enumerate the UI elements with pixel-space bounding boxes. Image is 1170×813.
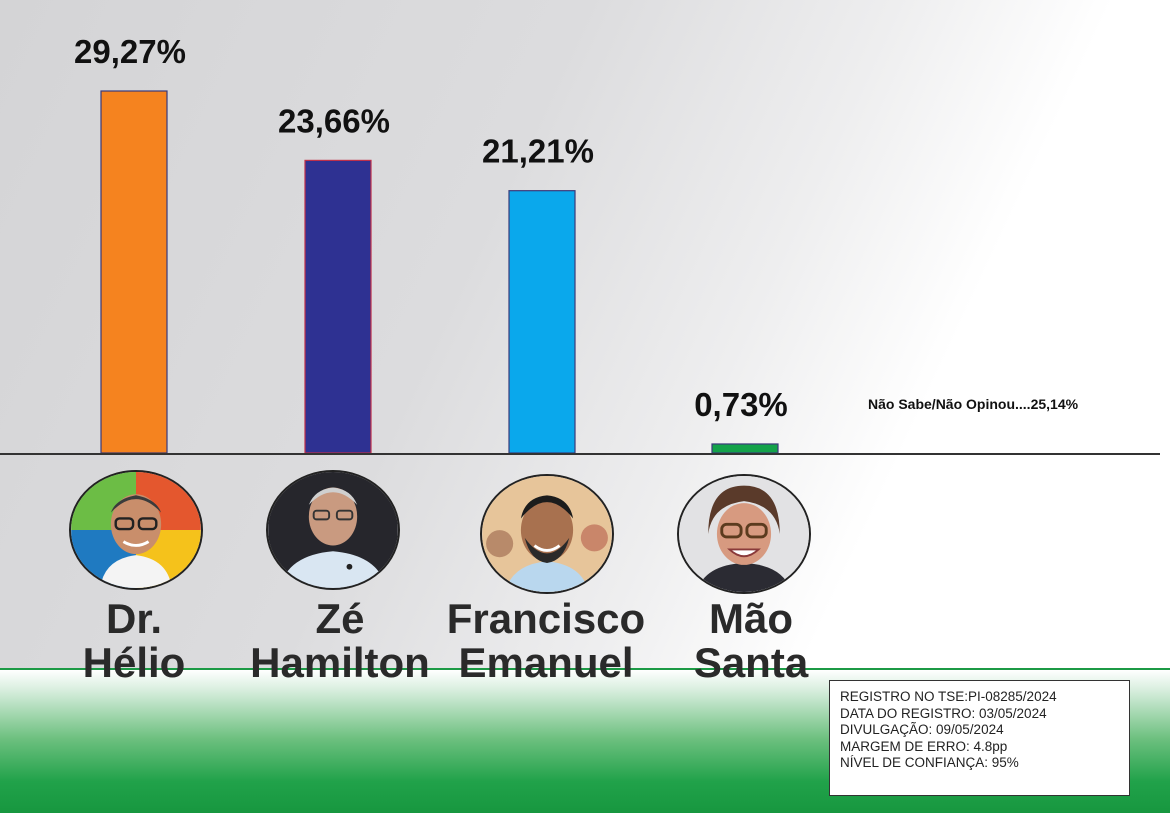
candidate-name-francisco-emanuel: Francisco Emanuel — [446, 595, 646, 686]
candidate-photo-icon — [482, 476, 612, 592]
candidate-photo-ze-hamilton — [266, 470, 400, 590]
candidate-photo-icon — [679, 476, 809, 592]
candidate-photo-mao-santa — [677, 474, 811, 594]
registration-info-box: REGISTRO NO TSE:PI-08285/2024 DATA DO RE… — [829, 680, 1130, 796]
nivel-confianca: NÍVEL DE CONFIANÇA: 95% — [840, 755, 1019, 770]
bar-3 — [711, 443, 779, 454]
value-label-3: 0,73% — [694, 386, 788, 423]
candidate-name-dr-helio: Dr. Hélio — [82, 595, 186, 686]
value-label-0: 29,27% — [74, 33, 186, 70]
bar-2 — [508, 190, 576, 454]
value-label-2: 21,21% — [482, 133, 594, 170]
no-opinion-annotation: Não Sabe/Não Opinou....25,14% — [868, 396, 1079, 412]
data-registro: DATA DO REGISTRO: 03/05/2024 — [840, 705, 1047, 721]
candidate-photo-icon — [71, 472, 201, 588]
candidate-photo-icon — [268, 472, 398, 588]
candidate-name-mao-santa: Mão Santa — [693, 595, 809, 686]
candidate-photo-francisco-emanuel — [480, 474, 614, 594]
bar-1 — [304, 159, 372, 454]
margem-erro: MARGEM DE ERRO: 4.8pp — [840, 738, 1008, 754]
value-label-1: 23,66% — [278, 102, 390, 139]
candidate-name-ze-hamilton: Zé Hamilton — [250, 595, 430, 686]
bar-0 — [100, 90, 168, 454]
data-divulgacao: DIVULGAÇÃO: 09/05/2024 — [840, 722, 1004, 737]
candidate-photo-dr-helio — [69, 470, 203, 590]
registro-tse: REGISTRO NO TSE:PI-08285/2024 — [840, 689, 1057, 704]
